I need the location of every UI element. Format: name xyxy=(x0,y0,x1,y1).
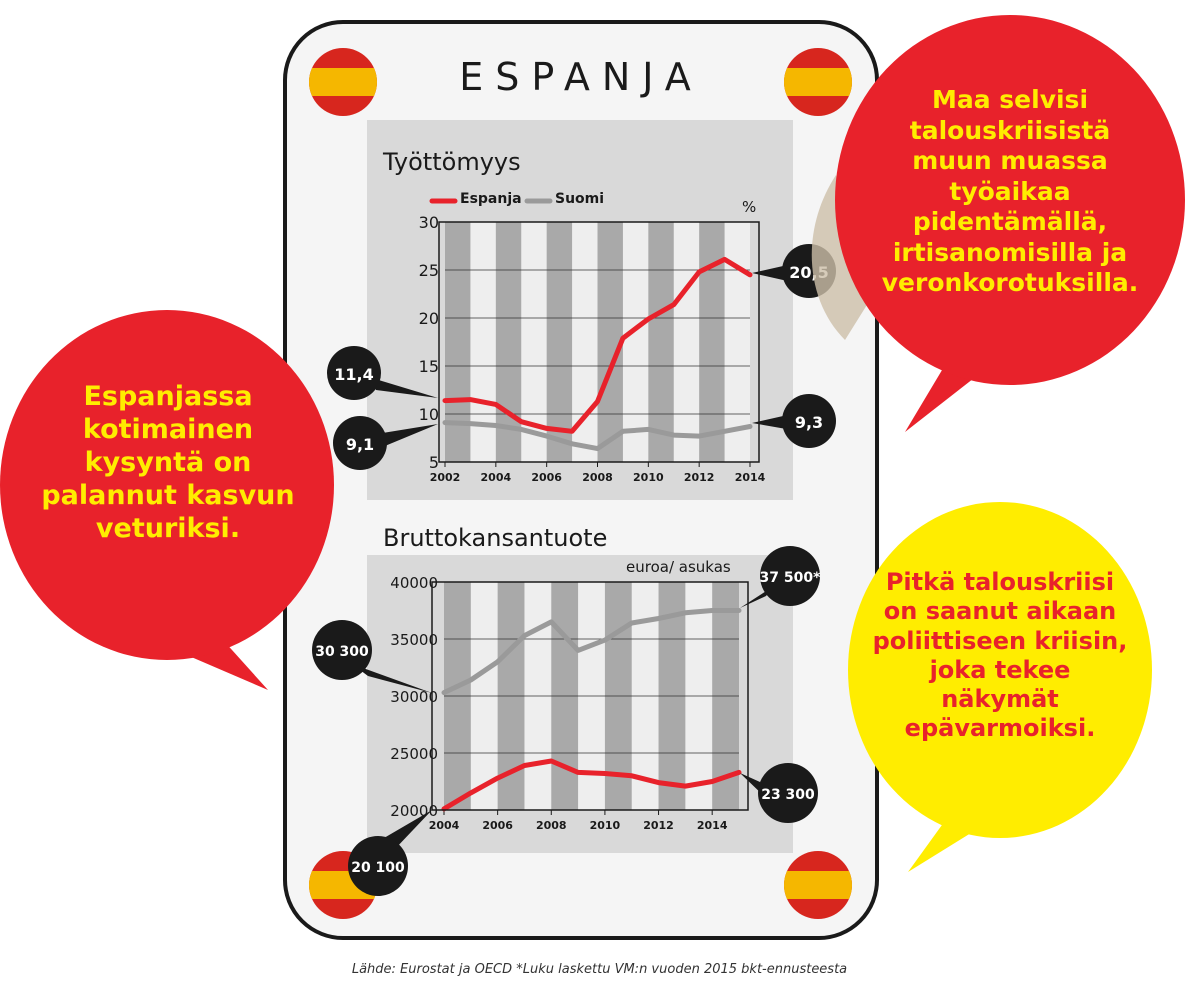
callout-gdp-finland-end: 37 500* xyxy=(740,546,821,608)
legend-finland-label: Suomi xyxy=(555,191,605,207)
speech-bubble-right-top xyxy=(811,15,1185,432)
callout-gdp-finland-start-label: 30 300 xyxy=(315,644,369,660)
series-line-suomi xyxy=(441,608,742,696)
y-tick-label: 35000 xyxy=(390,631,438,649)
y-tick-label: 5 xyxy=(429,453,439,472)
y-tick-label: 20 xyxy=(419,309,439,328)
x-tick-label: 2006 xyxy=(482,819,513,832)
y-tick-label: 25 xyxy=(419,261,439,280)
year-stripe xyxy=(699,222,725,462)
year-stripe xyxy=(445,222,471,462)
x-tick-label: 2004 xyxy=(429,819,460,832)
year-stripe xyxy=(648,222,674,462)
callout-finland-end-label: 9,3 xyxy=(795,413,823,432)
year-stripe xyxy=(495,222,522,462)
series-line-suomi xyxy=(442,420,753,452)
callout-finland-start-label: 9,1 xyxy=(346,435,374,454)
callout-spain-start: 11,4 xyxy=(327,346,438,400)
speech-bubble-left xyxy=(0,310,334,690)
x-tick-label: 2014 xyxy=(697,819,728,832)
unemployment-chart: 5 10 15 20 25 30 2002 2004 2006 2008 2010 2012 2014 xyxy=(419,213,766,484)
bubble-right-top-text: Maa selvisi talouskriisistä muun muassa … xyxy=(881,85,1139,297)
legend-spain-label: Espanja xyxy=(460,191,522,207)
x-tick-label: 2008 xyxy=(536,819,567,832)
y-tick-label: 40000 xyxy=(390,574,438,592)
y-tick-label: 25000 xyxy=(390,745,438,763)
y-tick-label: 30000 xyxy=(390,688,438,706)
callout-gdp-spain-start: 20 100 xyxy=(348,810,432,896)
x-tick-label: 2006 xyxy=(531,471,562,484)
speech-bubble-right-bottom xyxy=(848,502,1152,872)
flag-icon-top-left xyxy=(309,48,377,116)
bubble-right-bottom-text: Pitkä talouskriisi on saanut aikaan poli… xyxy=(872,568,1128,743)
callout-spain-start-label: 11,4 xyxy=(334,365,373,384)
callout-gdp-finland-start: 30 300 xyxy=(312,620,432,693)
gdp-unit: euroa/ asukas xyxy=(626,558,731,576)
flag-icon-bottom-right xyxy=(784,851,852,919)
gdp-plot-frame xyxy=(431,581,749,811)
series-line-espanja xyxy=(441,758,742,812)
page-title: ESPANJA xyxy=(459,55,703,99)
unemployment-plot-frame xyxy=(438,221,760,463)
bubble-left-text: Espanjassa kotimainen kysyntä on palannu… xyxy=(41,381,295,544)
y-tick-label: 15 xyxy=(419,357,439,376)
source-note: Lähde: Eurostat ja OECD *Luku laskettu V… xyxy=(351,962,848,977)
callout-gdp-finland-end-label: 37 500* xyxy=(760,570,822,586)
x-tick-label: 2012 xyxy=(643,819,674,832)
unemployment-title: Työttömyys xyxy=(383,148,521,176)
x-tick-label: 2008 xyxy=(582,471,613,484)
x-tick-label: 2014 xyxy=(735,471,766,484)
year-stripe xyxy=(597,222,623,462)
y-tick-label: 10 xyxy=(419,405,439,424)
callout-gdp-spain-end-label: 23 300 xyxy=(761,787,815,803)
x-tick-label: 2002 xyxy=(430,471,461,484)
x-tick-label: 2010 xyxy=(590,819,621,832)
year-stripe xyxy=(546,222,573,462)
flag-icon-top-right xyxy=(784,48,852,116)
callout-finland-end: 9,3 xyxy=(752,394,836,448)
unemployment-unit: % xyxy=(742,198,757,216)
x-tick-label: 2004 xyxy=(481,471,512,484)
x-tick-label: 2010 xyxy=(633,471,664,484)
callout-gdp-spain-start-label: 20 100 xyxy=(351,860,405,876)
callout-finland-start: 9,1 xyxy=(333,416,438,470)
series-line-espanja xyxy=(442,256,753,434)
y-tick-label: 30 xyxy=(419,213,439,232)
gdp-title: Bruttokansantuote xyxy=(383,524,608,552)
x-tick-label: 2012 xyxy=(684,471,715,484)
callout-gdp-spain-end: 23 300 xyxy=(740,763,818,823)
